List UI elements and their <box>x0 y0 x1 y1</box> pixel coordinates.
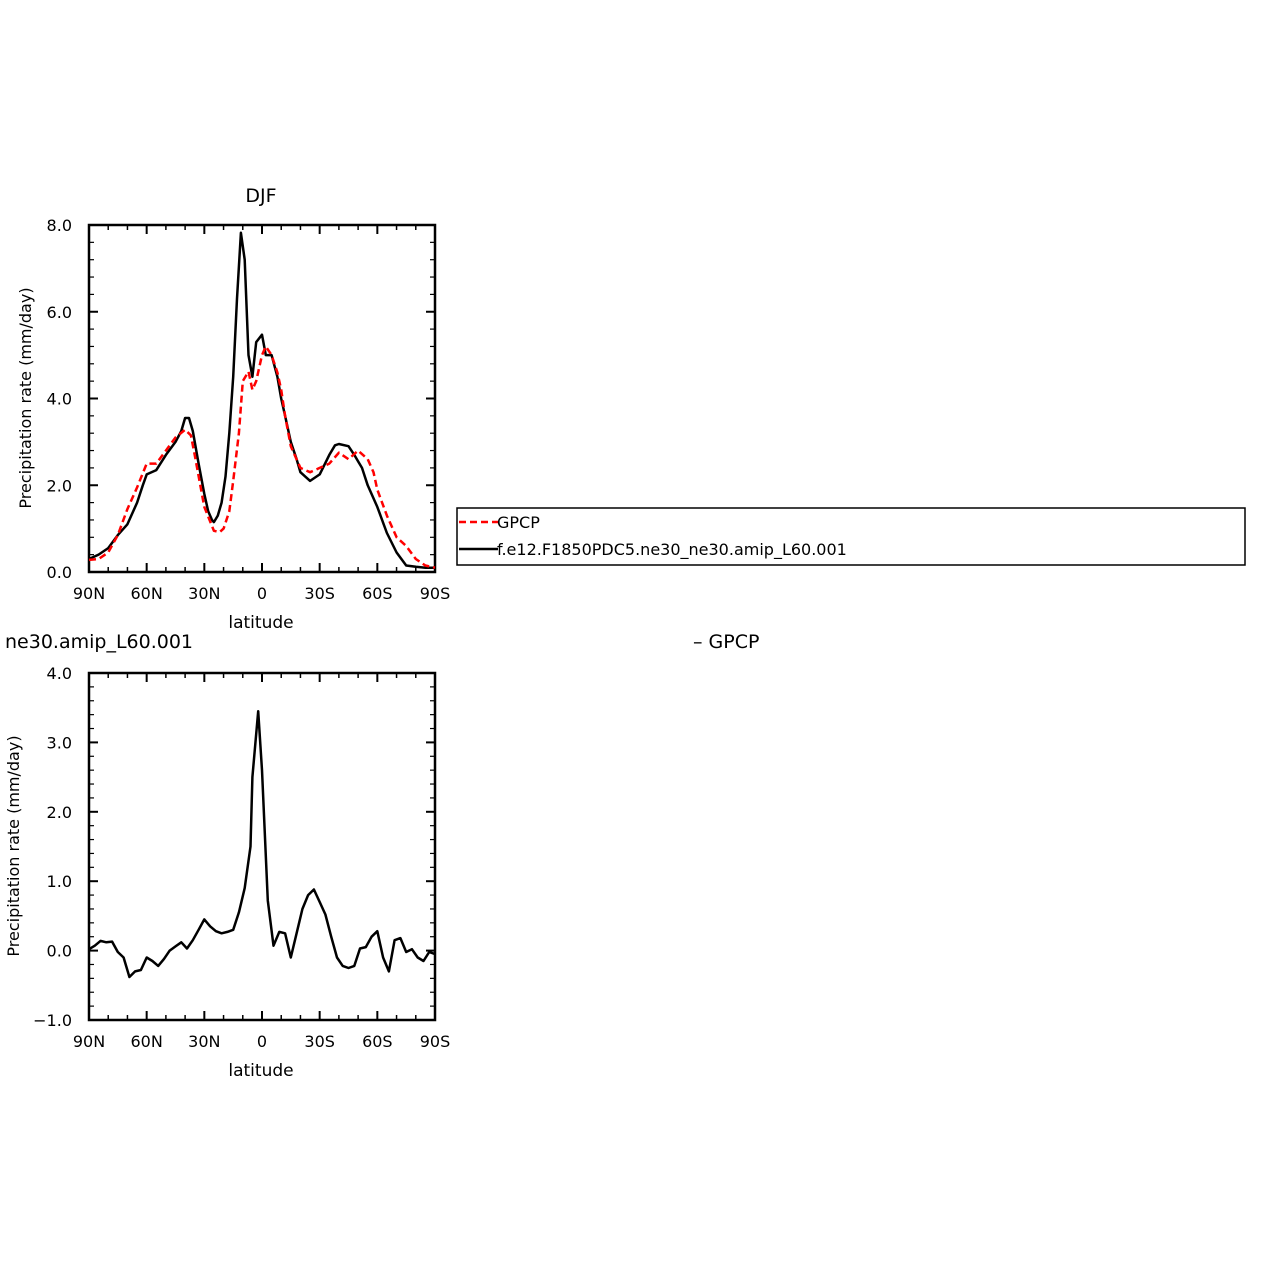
x-tick-label: 30N <box>188 584 220 603</box>
y-tick-label: 4.0 <box>47 664 72 683</box>
y-tick-label: 4.0 <box>47 390 72 409</box>
x-axis-label: latitude <box>228 613 293 633</box>
y-tick-label: 0.0 <box>47 563 72 582</box>
y-axis-label: Precipitation rate (mm/day) <box>16 287 35 508</box>
x-tick-label: 90N <box>73 1032 105 1051</box>
y-tick-label: −1.0 <box>33 1011 72 1030</box>
x-tick-label: 30S <box>304 1032 335 1051</box>
legend-label-gpcp: GPCP <box>497 513 540 532</box>
series-line-0 <box>88 231 435 569</box>
djf-chart: DJF 90N 60N 30N 0 30S 60S 90S 0.0 2.0 4.0 6.0 8.0 l… <box>16 185 450 633</box>
x-tick-label: 30N <box>188 1032 220 1051</box>
y-tick-label: 2.0 <box>47 476 72 495</box>
x-tick-label: 60N <box>131 1032 163 1051</box>
difference-chart: ne30.amip_L60.001 – GPCP 90N 60N 30N 0 30S 60… <box>4 631 759 1081</box>
x-tick-label: 0 <box>257 1032 267 1051</box>
x-tick-label: 90N <box>73 584 105 603</box>
legend-box <box>456 507 1246 566</box>
legend-label-model: f.e12.F1850PDC5.ne30_ne30.amip_L60.001 <box>497 540 847 560</box>
series-line-0 <box>88 709 436 979</box>
x-tick-label: 60S <box>362 584 393 603</box>
x-tick-label: 0 <box>257 584 267 603</box>
series-line-1 <box>88 345 436 569</box>
legend: GPCP f.e12.F1850PDC5.ne30_ne30.amip_L60.… <box>456 507 1246 566</box>
x-tick-label: 30S <box>304 584 335 603</box>
y-axis-label: Precipitation rate (mm/day) <box>4 735 23 956</box>
x-tick-label: 60S <box>362 1032 393 1051</box>
x-tick-label: 90S <box>420 1032 451 1051</box>
chart-title: DJF <box>245 185 276 207</box>
y-tick-label: 6.0 <box>47 303 72 322</box>
y-tick-label: 2.0 <box>47 803 72 822</box>
y-tick-label: 1.0 <box>47 872 72 891</box>
x-axis-label: latitude <box>228 1061 293 1081</box>
y-tick-label: 8.0 <box>47 216 72 235</box>
y-tick-label: 0.0 <box>47 942 72 961</box>
x-tick-label: 60N <box>131 584 163 603</box>
chart-subtitle: – GPCP <box>693 631 759 653</box>
x-tick-label: 90S <box>420 584 451 603</box>
y-tick-label: 3.0 <box>47 733 72 752</box>
chart-title: ne30.amip_L60.001 <box>5 631 193 653</box>
